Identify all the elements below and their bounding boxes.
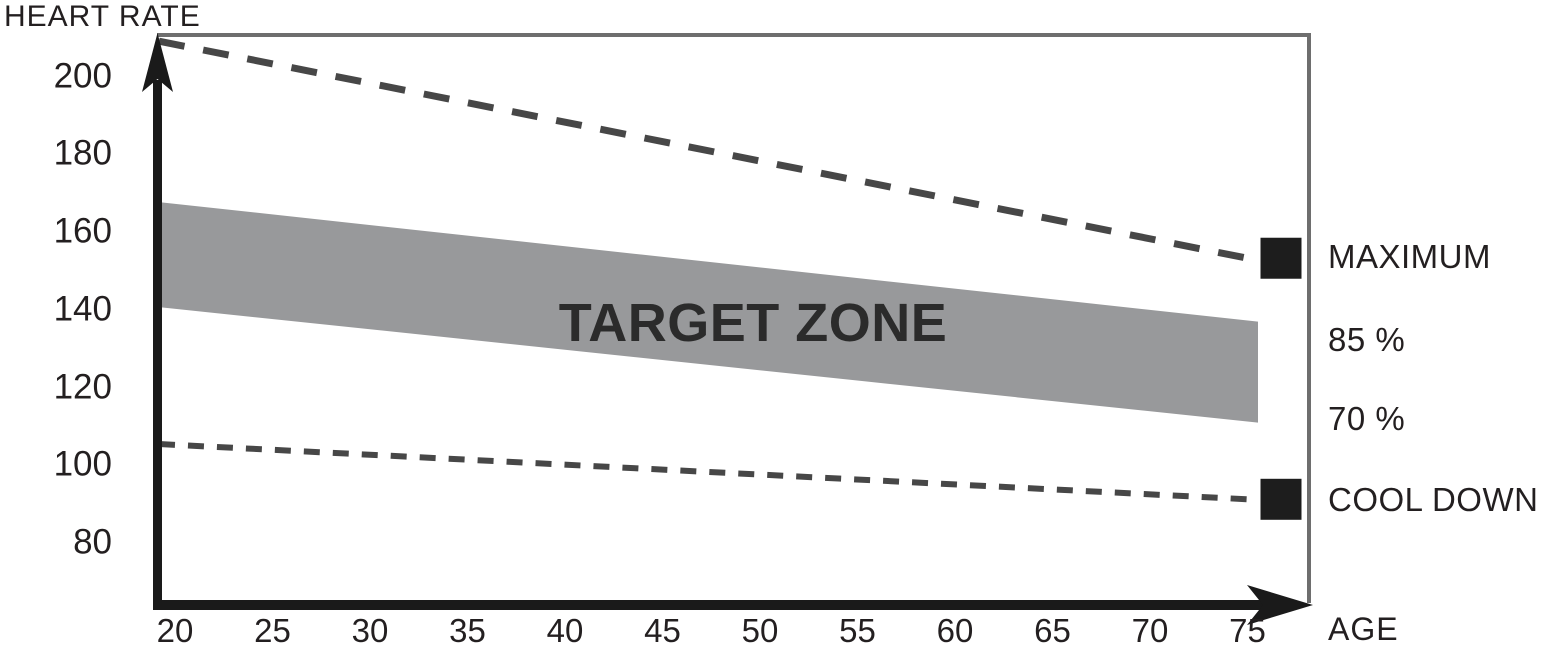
- target-zone-label: TARGET ZONE: [558, 293, 948, 353]
- x-tick-label: 60: [936, 612, 974, 648]
- cool-down-line: [158, 441, 1259, 503]
- maximum-line: [158, 37, 1259, 264]
- x-tick-label: 75: [1229, 612, 1266, 648]
- y-tick-label: 100: [53, 444, 112, 484]
- x-tick-label: 50: [741, 612, 779, 648]
- cool-down-marker: [1260, 478, 1302, 520]
- plot-frame: [157, 33, 1311, 603]
- y-tick-label: 180: [53, 133, 112, 173]
- y-axis-title: HEART RATE: [4, 0, 201, 33]
- y-tick-label: 120: [53, 367, 112, 407]
- x-tick-label: 40: [546, 612, 584, 648]
- legend-85-percent: 85 %: [1328, 321, 1406, 358]
- target-zone-band: [159, 202, 1258, 423]
- x-tick-label: 45: [644, 612, 681, 648]
- x-tick-label: 35: [449, 612, 486, 648]
- x-tick-label: 65: [1034, 612, 1071, 648]
- legend-70-percent: 70 %: [1328, 400, 1406, 437]
- legend-maximum: MAXIMUM: [1328, 238, 1491, 275]
- y-axis-arrowhead: [142, 33, 173, 92]
- x-axis-title: AGE: [1328, 611, 1399, 647]
- y-tick-label: 140: [53, 289, 112, 329]
- y-tick-label: 80: [73, 522, 112, 562]
- x-tick-label: 20: [156, 612, 194, 648]
- x-tick-label: 55: [839, 612, 876, 648]
- y-tick-label: 160: [53, 211, 112, 251]
- x-tick-label: 70: [1131, 612, 1169, 648]
- y-tick-label: 200: [53, 56, 112, 95]
- x-tick-label: 30: [351, 612, 389, 648]
- maximum-marker: [1260, 237, 1302, 279]
- legend-cool-down: COOL DOWN: [1328, 481, 1539, 518]
- x-tick-label: 25: [254, 612, 291, 648]
- x-axis-arrowhead: [1247, 585, 1313, 625]
